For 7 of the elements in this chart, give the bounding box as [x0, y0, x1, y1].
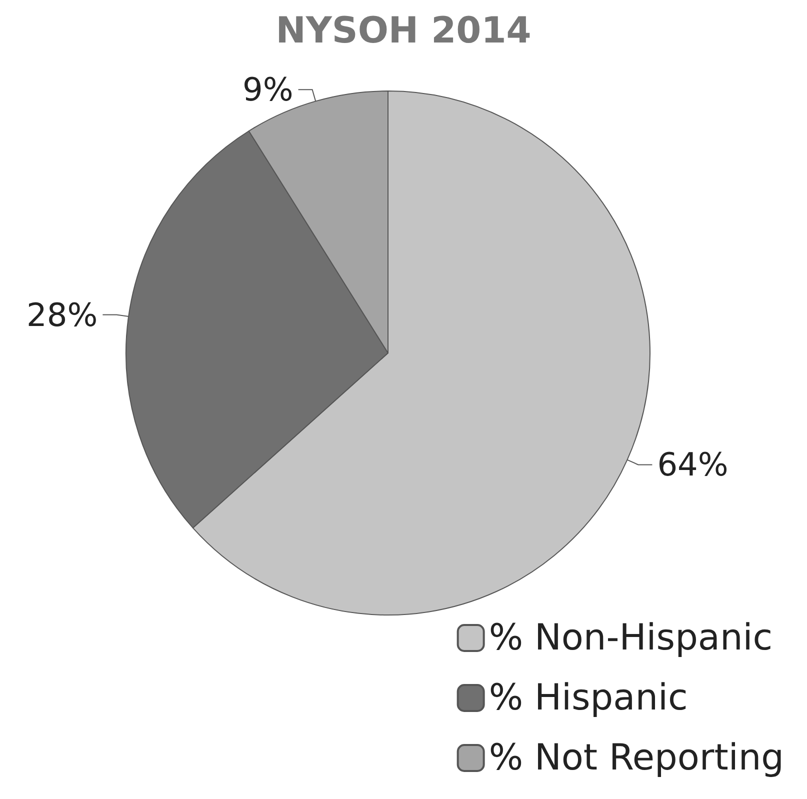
legend-label: % Hispanic: [488, 678, 688, 718]
data-label: 64%: [657, 446, 728, 484]
data-label: 28%: [26, 296, 98, 334]
legend-label: % Not Reporting: [488, 738, 784, 778]
legend-label: % Non-Hispanic: [488, 618, 773, 658]
data-label: 9%: [242, 70, 294, 109]
chart-title: NYSOH 2014: [276, 10, 532, 52]
